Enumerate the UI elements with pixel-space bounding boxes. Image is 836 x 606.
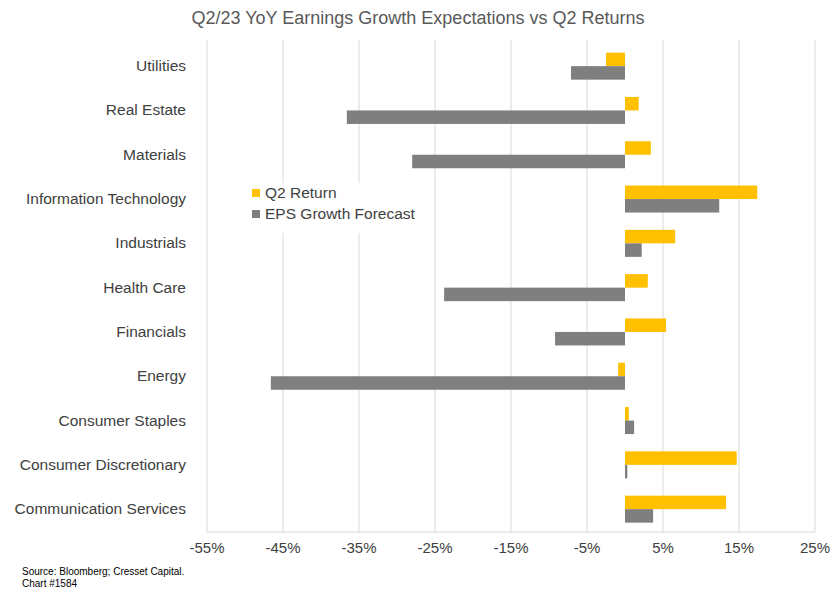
bar [571, 66, 625, 80]
x-tick-label: -5% [574, 539, 601, 556]
bar [347, 110, 625, 124]
bar [555, 332, 625, 346]
bar [625, 243, 642, 257]
x-tick-label: 25% [800, 539, 830, 556]
category-label: Information Technology [26, 190, 186, 207]
bar [271, 376, 625, 390]
bar [625, 407, 629, 421]
x-tick-label: 5% [652, 539, 674, 556]
bar [444, 288, 625, 302]
legend: Q2 Return EPS Growth Forecast [248, 183, 426, 233]
grid-line [283, 40, 284, 532]
background [0, 0, 836, 606]
bars [271, 53, 757, 523]
category-label: Communication Services [15, 500, 187, 517]
x-tick-label: 15% [724, 539, 754, 556]
title: Q2/23 YoY Earnings Growth Expectations v… [192, 8, 645, 28]
bar [625, 199, 719, 213]
source-note: Source: Bloomberg; Cresset Capital. [22, 566, 184, 577]
category-label: Health Care [103, 279, 186, 296]
legend-swatch [252, 210, 260, 218]
x-tick-label: -35% [341, 539, 376, 556]
x-tick-label: -25% [417, 539, 452, 556]
category-label: Real Estate [106, 101, 186, 118]
category-label: Consumer Discretionary [20, 456, 186, 473]
bar [625, 451, 737, 465]
bar [625, 496, 726, 510]
category-label: Consumer Staples [58, 412, 186, 429]
bar [625, 97, 639, 111]
bar [625, 465, 627, 479]
bar [625, 421, 634, 435]
category-label: Industrials [115, 234, 186, 251]
grid-line [815, 40, 816, 532]
bar [412, 155, 625, 169]
legend-box [248, 183, 426, 233]
bar [625, 141, 651, 155]
bar [625, 509, 653, 523]
category-label: Materials [123, 146, 186, 163]
legend-label: EPS Growth Forecast [265, 205, 416, 222]
bar [625, 274, 648, 288]
bar [625, 230, 675, 244]
bar [618, 363, 625, 377]
source-note: Chart #1584 [22, 578, 77, 589]
category-label: Financials [116, 323, 186, 340]
x-tick-label: -15% [493, 539, 528, 556]
category-label: Utilities [136, 57, 186, 74]
grid-line [207, 40, 208, 532]
grid-line [739, 40, 740, 532]
bar [625, 318, 666, 332]
chart: Q2/23 YoY Earnings Growth Expectations v… [0, 0, 836, 606]
legend-label: Q2 Return [265, 184, 337, 201]
x-tick-label: -45% [265, 539, 300, 556]
category-label: Energy [137, 367, 186, 384]
bar [625, 186, 757, 200]
x-tick-label: -55% [189, 539, 224, 556]
legend-swatch [252, 189, 260, 197]
bar [606, 53, 625, 67]
